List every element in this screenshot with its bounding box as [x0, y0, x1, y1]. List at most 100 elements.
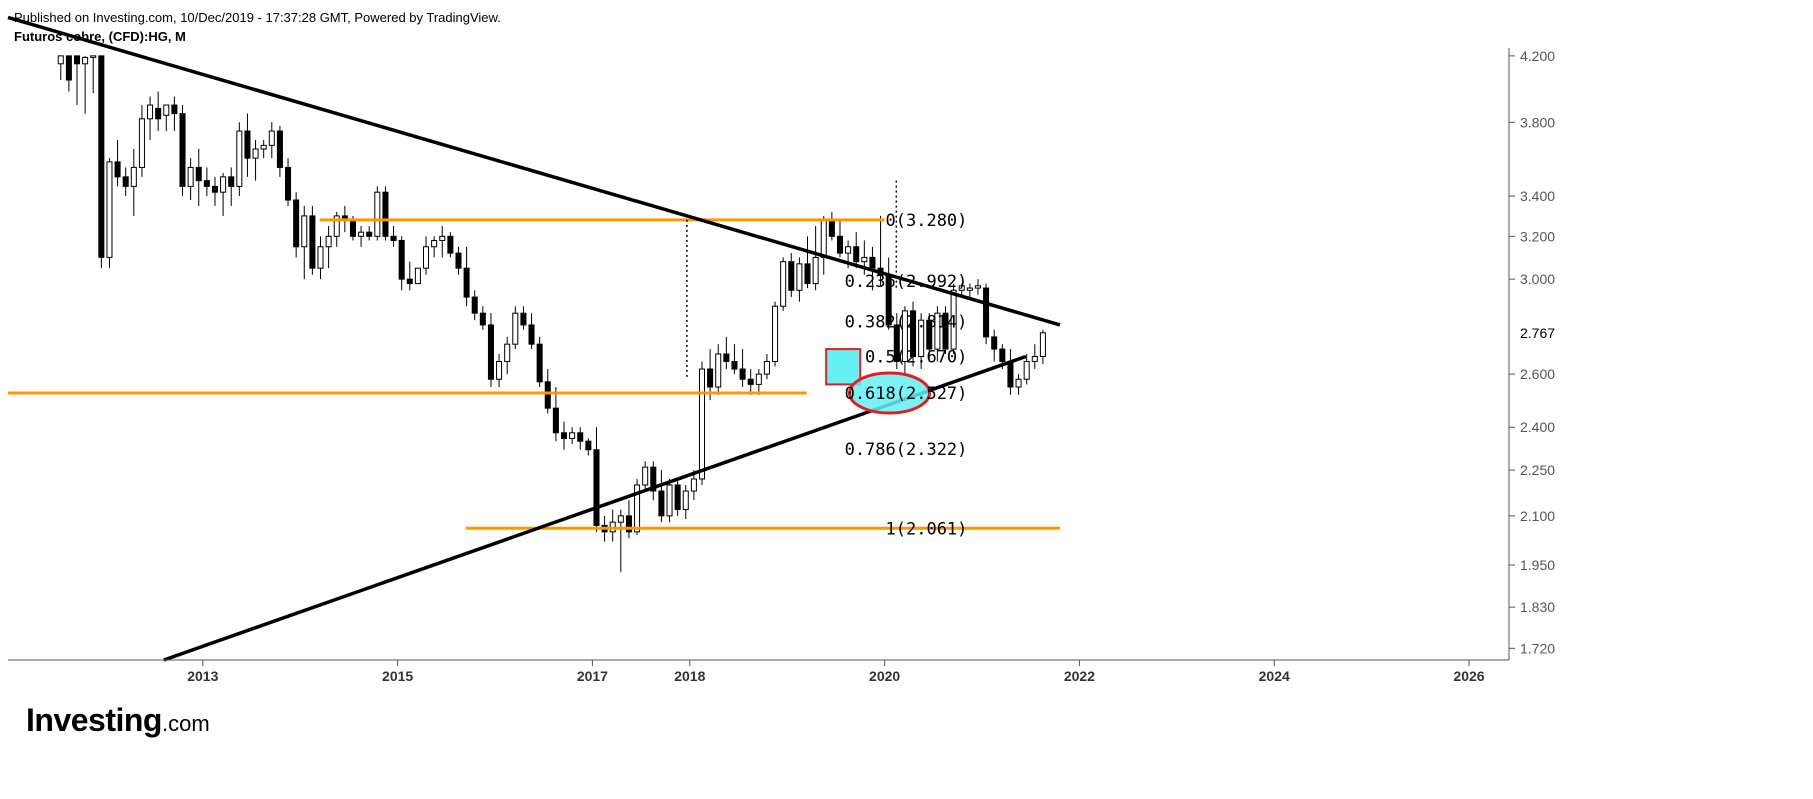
- candle: [560, 421, 568, 450]
- candle-body: [220, 176, 227, 193]
- logo-wordmark: Investing: [26, 702, 162, 738]
- candle: [958, 283, 965, 295]
- candle: [260, 139, 267, 159]
- candle: [374, 186, 381, 241]
- candle-body: [780, 261, 787, 307]
- candle-body: [926, 319, 933, 350]
- candle: [293, 192, 300, 258]
- candle-body: [317, 246, 324, 269]
- candle-body: [325, 235, 332, 248]
- candle-body: [423, 246, 430, 269]
- candle: [650, 461, 657, 501]
- candle: [934, 306, 941, 362]
- highlight-box: [825, 348, 862, 386]
- candle: [788, 253, 795, 298]
- candle: [901, 306, 908, 375]
- candle: [285, 158, 292, 206]
- candle-body: [625, 515, 632, 533]
- candle: [763, 354, 770, 380]
- candle: [520, 306, 527, 330]
- candle: [455, 246, 462, 275]
- candle: [893, 313, 900, 370]
- candle: [634, 478, 641, 536]
- candle: [317, 236, 324, 280]
- candle: [390, 226, 397, 247]
- candle: [536, 336, 543, 388]
- candle-body: [293, 199, 300, 248]
- plot-area: [57, 55, 1046, 572]
- candle-body: [991, 336, 998, 350]
- candle-body: [439, 235, 446, 241]
- candle-body: [147, 104, 154, 120]
- published-note: Published on Investing.com, 10/Dec/2019 …: [14, 10, 501, 25]
- candle: [358, 226, 365, 247]
- candle-body: [674, 484, 681, 511]
- candle-body: [431, 239, 438, 248]
- drawing-overlays: 0(3.280) 0.236(2.992) 0.382(2.814) 0.5(2.67…: [7, 15, 1061, 662]
- x-tick-label: 2013: [187, 668, 218, 684]
- fib-level-label: 0(3.280): [886, 211, 968, 231]
- candle-body: [155, 107, 162, 120]
- candle-body: [244, 130, 251, 159]
- candle-body: [707, 368, 714, 388]
- candle: [1039, 329, 1046, 364]
- candle: [73, 55, 81, 106]
- candle-body: [853, 246, 860, 263]
- candle-body: [901, 310, 908, 362]
- candle: [918, 313, 925, 370]
- candle: [910, 301, 917, 367]
- candle-body: [447, 235, 454, 254]
- candle: [642, 461, 649, 492]
- candle: [658, 470, 665, 523]
- candle-body: [479, 312, 486, 326]
- x-tick-label: 2018: [674, 668, 705, 684]
- candle-body: [763, 360, 770, 375]
- candle: [423, 236, 430, 275]
- candle: [552, 387, 559, 442]
- candle-body: [1023, 360, 1030, 380]
- candle: [1023, 354, 1030, 385]
- candle-body: [228, 176, 235, 187]
- fib-level-label: 0.618(2.527): [845, 384, 968, 404]
- candle-body: [301, 215, 308, 248]
- candle: [65, 55, 72, 92]
- candle-body: [179, 113, 186, 187]
- candle: [471, 290, 478, 321]
- candle-body: [690, 478, 697, 492]
- candle-body: [382, 191, 389, 237]
- candle-body: [398, 239, 405, 280]
- last-price-box: [1512, 322, 1564, 343]
- candle: [366, 226, 373, 241]
- y-tick-label: 1.720: [1520, 640, 1555, 656]
- candle: [252, 139, 259, 181]
- candle: [715, 344, 722, 395]
- candle-body: [634, 484, 641, 533]
- candle: [609, 509, 616, 542]
- x-tick-label: 2024: [1259, 668, 1290, 684]
- candle: [625, 500, 632, 539]
- highlight-ellipse: [847, 371, 931, 415]
- candle-body: [82, 56, 89, 65]
- candle-body: [187, 166, 194, 187]
- candle: [528, 313, 535, 350]
- axes: 4.200 3.800 3.400 3.200 3.000 2.600 2.400 2.250…: [8, 48, 1564, 684]
- candle: [211, 176, 218, 206]
- candle-body: [333, 215, 340, 237]
- y-tick-label: 2.100: [1520, 508, 1555, 524]
- candle: [325, 226, 332, 269]
- candle-body: [1007, 360, 1014, 388]
- candle: [991, 329, 998, 362]
- candle: [179, 105, 186, 197]
- candle-body: [666, 484, 673, 517]
- candle-body: [285, 166, 292, 201]
- candle: [666, 478, 673, 523]
- candle-body: [138, 118, 145, 168]
- candle-body: [569, 432, 576, 439]
- candle: [617, 509, 624, 572]
- candle: [147, 96, 154, 140]
- candle: [228, 167, 235, 206]
- candle-body: [820, 219, 827, 258]
- candle: [268, 122, 275, 159]
- candle: [780, 257, 787, 311]
- candle-body: [536, 343, 543, 383]
